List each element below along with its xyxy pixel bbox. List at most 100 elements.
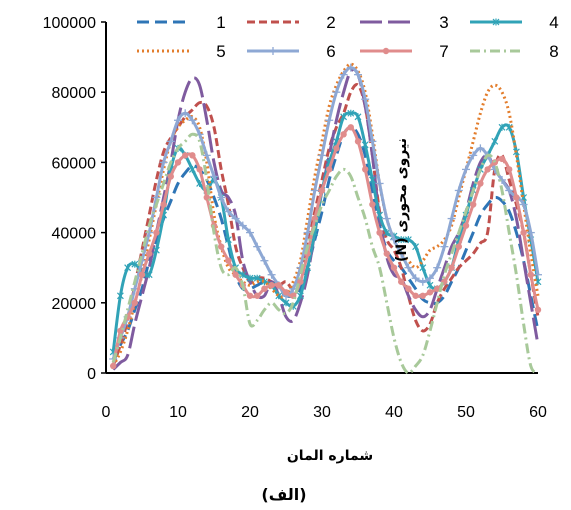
legend-label: 4 bbox=[549, 13, 558, 32]
data-point-4 bbox=[296, 292, 304, 300]
y-tick-label: 20000 bbox=[52, 296, 97, 313]
legend-item-5: 5 bbox=[137, 42, 226, 61]
data-point-7 bbox=[182, 152, 189, 159]
data-point-7 bbox=[448, 264, 455, 271]
data-point-6 bbox=[318, 151, 326, 160]
data-point-7 bbox=[347, 124, 354, 131]
data-point-6 bbox=[498, 175, 506, 184]
data-point-7 bbox=[369, 201, 376, 208]
data-point-7 bbox=[527, 271, 534, 278]
data-point-7 bbox=[520, 229, 527, 236]
data-point-7 bbox=[153, 229, 160, 236]
series-2 bbox=[111, 83, 540, 367]
series-3 bbox=[112, 67, 540, 371]
data-point-4 bbox=[368, 176, 376, 184]
series-5 bbox=[111, 62, 540, 367]
data-point-7 bbox=[138, 271, 146, 278]
data-point-6 bbox=[404, 263, 413, 272]
data-point-6 bbox=[253, 242, 262, 251]
data-point-6 bbox=[174, 116, 182, 125]
series-8 bbox=[111, 132, 540, 375]
data-point-6 bbox=[246, 228, 254, 237]
data-point-7 bbox=[268, 282, 275, 289]
data-point-6 bbox=[418, 277, 427, 286]
data-point-7 bbox=[340, 131, 347, 138]
data-point-6 bbox=[534, 270, 542, 279]
data-point-6 bbox=[426, 274, 434, 283]
data-point-7 bbox=[513, 194, 520, 201]
x-axis-title: شماره المان bbox=[287, 448, 373, 464]
data-point-6 bbox=[303, 228, 312, 237]
data-point-7 bbox=[326, 166, 333, 173]
legend-label: 7 bbox=[439, 42, 448, 61]
legend-item-3: 3 bbox=[360, 13, 449, 32]
legend-marker bbox=[269, 47, 277, 55]
data-point-6 bbox=[433, 263, 442, 272]
y-tick-label: 80000 bbox=[52, 85, 97, 102]
data-point-4 bbox=[397, 236, 405, 244]
y-tick-label: 60000 bbox=[52, 155, 97, 172]
data-point-7 bbox=[376, 229, 383, 236]
data-point-6 bbox=[166, 137, 175, 146]
data-point-6 bbox=[447, 214, 456, 223]
legend-marker bbox=[492, 18, 500, 26]
data-point-7 bbox=[318, 187, 326, 194]
plot-area bbox=[109, 62, 542, 375]
x-tick-label: 0 bbox=[102, 404, 111, 421]
data-point-6 bbox=[267, 270, 276, 279]
data-point-7 bbox=[362, 166, 369, 173]
data-point-4 bbox=[347, 109, 355, 117]
y-tick-labels: 0 20000 40000 60000 80000 100000 bbox=[43, 15, 96, 383]
data-point-7 bbox=[498, 155, 506, 163]
data-point-7 bbox=[455, 243, 462, 250]
data-point-6 bbox=[361, 95, 370, 104]
data-point-7 bbox=[160, 201, 167, 208]
data-point-6 bbox=[339, 70, 348, 79]
data-point-7 bbox=[110, 362, 117, 370]
data-point-6 bbox=[462, 165, 470, 174]
data-point-7 bbox=[282, 289, 290, 296]
data-point-7 bbox=[412, 292, 419, 299]
data-point-6 bbox=[224, 207, 233, 216]
data-point-6 bbox=[440, 242, 449, 251]
data-point-4 bbox=[491, 137, 499, 145]
data-point-7 bbox=[174, 159, 182, 166]
x-tick-labels: 0 10 20 30 40 50 60 bbox=[102, 404, 547, 421]
series-line-8 bbox=[111, 132, 540, 375]
series-6 bbox=[109, 63, 542, 363]
data-point-6 bbox=[260, 256, 269, 265]
data-point-7 bbox=[534, 306, 542, 314]
data-point-6 bbox=[145, 228, 154, 237]
data-point-6 bbox=[354, 70, 362, 79]
data-point-6 bbox=[454, 186, 463, 195]
series-line-6 bbox=[111, 66, 540, 360]
data-point-7 bbox=[225, 257, 232, 264]
data-point-7 bbox=[275, 282, 282, 289]
data-point-7 bbox=[419, 292, 426, 299]
legend-item-6: 6 bbox=[247, 42, 336, 61]
data-point-4 bbox=[383, 229, 391, 237]
data-point-4 bbox=[145, 271, 153, 279]
data-point-4 bbox=[419, 264, 427, 272]
legend-item-8: 8 bbox=[470, 42, 559, 61]
data-point-7 bbox=[218, 243, 225, 250]
data-point-7 bbox=[261, 285, 268, 292]
y-tick-label: 100000 bbox=[43, 15, 96, 32]
data-point-6 bbox=[411, 274, 420, 283]
data-point-4 bbox=[340, 113, 348, 121]
legend-item-7: 7 bbox=[360, 42, 449, 61]
legend-label: 5 bbox=[216, 42, 225, 61]
data-point-7 bbox=[333, 145, 340, 152]
data-point-6 bbox=[188, 116, 197, 125]
data-point-7 bbox=[383, 250, 390, 257]
data-point-7 bbox=[405, 285, 412, 292]
data-point-4 bbox=[188, 165, 196, 173]
series-line-2 bbox=[111, 83, 540, 367]
data-point-6 bbox=[375, 179, 384, 188]
data-point-6 bbox=[397, 249, 406, 258]
data-point-6 bbox=[310, 186, 319, 195]
axes bbox=[101, 21, 538, 374]
data-point-6 bbox=[469, 151, 478, 160]
data-point-7 bbox=[232, 271, 239, 278]
